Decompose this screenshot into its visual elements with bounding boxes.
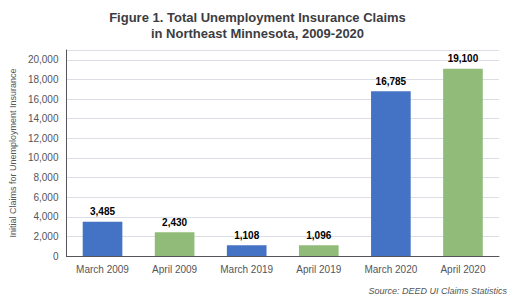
svg-text:April 2020: April 2020 <box>440 264 485 275</box>
svg-text:16,000: 16,000 <box>28 94 59 105</box>
svg-text:14,000: 14,000 <box>28 113 59 124</box>
svg-text:16,785: 16,785 <box>376 76 407 87</box>
svg-text:8,000: 8,000 <box>33 172 58 183</box>
svg-text:3,485: 3,485 <box>90 206 115 217</box>
svg-text:March 2020: March 2020 <box>364 264 417 275</box>
svg-text:20,000: 20,000 <box>28 54 59 65</box>
svg-text:1,096: 1,096 <box>306 230 331 241</box>
svg-text:2,000: 2,000 <box>33 231 58 242</box>
svg-text:10,000: 10,000 <box>28 152 59 163</box>
svg-text:Initial Claims for Unemploymen: Initial Claims for Unemployment Insuranc… <box>8 68 18 237</box>
svg-text:1,108: 1,108 <box>234 230 259 241</box>
svg-text:Source: DEED UI Claims Statist: Source: DEED UI Claims Statistics <box>368 286 507 296</box>
svg-text:2,430: 2,430 <box>162 217 187 228</box>
svg-text:0: 0 <box>53 251 59 262</box>
svg-text:12,000: 12,000 <box>28 133 59 144</box>
svg-text:19,100: 19,100 <box>448 53 479 64</box>
svg-text:4,000: 4,000 <box>33 211 58 222</box>
svg-text:March 2009: March 2009 <box>76 264 129 275</box>
svg-text:March 2019: March 2019 <box>220 264 273 275</box>
svg-text:in Northeast Minnesota, 2009-2: in Northeast Minnesota, 2009-2020 <box>151 26 364 41</box>
svg-text:April 2009: April 2009 <box>152 264 197 275</box>
svg-text:6,000: 6,000 <box>33 192 58 203</box>
svg-text:18,000: 18,000 <box>28 74 59 85</box>
svg-text:April 2019: April 2019 <box>296 264 341 275</box>
svg-text:Figure 1. Total Unemployment I: Figure 1. Total Unemployment Insurance C… <box>109 10 406 25</box>
